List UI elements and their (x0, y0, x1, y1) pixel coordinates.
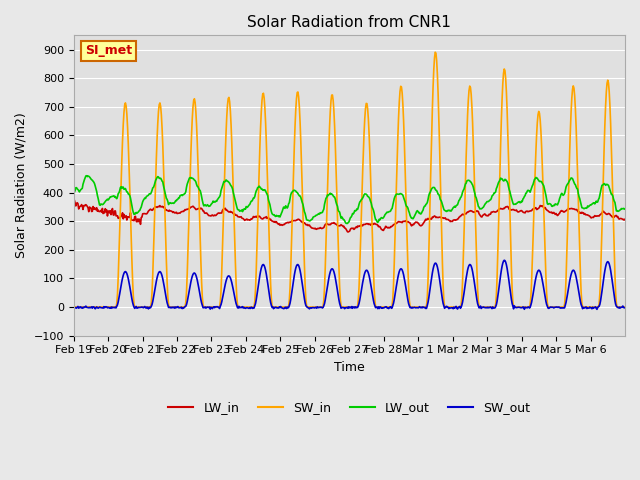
SW_in (621, 304, 629, 310)
LW_in (264, 215, 271, 220)
SW_out (134, 304, 142, 310)
LW_out (83, 173, 90, 179)
X-axis label: Time: Time (334, 361, 365, 374)
SW_in (236, 304, 244, 310)
SW_in (406, 303, 414, 309)
SW_out (593, 306, 601, 312)
LW_in (70, 203, 77, 208)
SW_out (437, 287, 445, 292)
SW_in (263, 161, 271, 167)
LW_out (438, 202, 446, 207)
SW_out (621, 305, 629, 311)
SW_out (70, 305, 77, 311)
LW_out (264, 193, 271, 199)
LW_out (344, 220, 351, 226)
Line: SW_in: SW_in (74, 52, 625, 307)
LW_in (621, 217, 629, 223)
SW_in (134, 304, 142, 310)
LW_out (285, 201, 292, 207)
SW_out (236, 305, 244, 311)
Y-axis label: Solar Radiation (W/m2): Solar Radiation (W/m2) (15, 113, 28, 258)
Line: LW_out: LW_out (74, 176, 625, 223)
LW_in (237, 214, 244, 220)
LW_in (344, 229, 352, 235)
SW_out (263, 276, 271, 281)
LW_out (408, 216, 415, 221)
Title: Solar Radiation from CNR1: Solar Radiation from CNR1 (248, 15, 451, 30)
Line: LW_in: LW_in (74, 200, 625, 232)
LW_in (408, 223, 415, 229)
LW_out (135, 208, 143, 214)
Line: SW_out: SW_out (74, 260, 625, 309)
LW_out (237, 208, 244, 214)
SW_out (500, 257, 508, 263)
SW_in (431, 49, 439, 55)
Legend: LW_in, SW_in, LW_out, SW_out: LW_in, SW_in, LW_out, SW_out (163, 396, 535, 419)
LW_in (135, 216, 143, 222)
SW_out (284, 305, 292, 311)
Text: SI_met: SI_met (84, 44, 132, 57)
SW_in (438, 233, 445, 239)
SW_in (70, 304, 77, 310)
LW_in (438, 215, 446, 221)
LW_out (70, 189, 77, 194)
LW_out (621, 206, 629, 212)
SW_in (284, 304, 292, 310)
LW_in (285, 220, 292, 226)
SW_out (406, 305, 414, 311)
LW_in (70, 197, 78, 203)
